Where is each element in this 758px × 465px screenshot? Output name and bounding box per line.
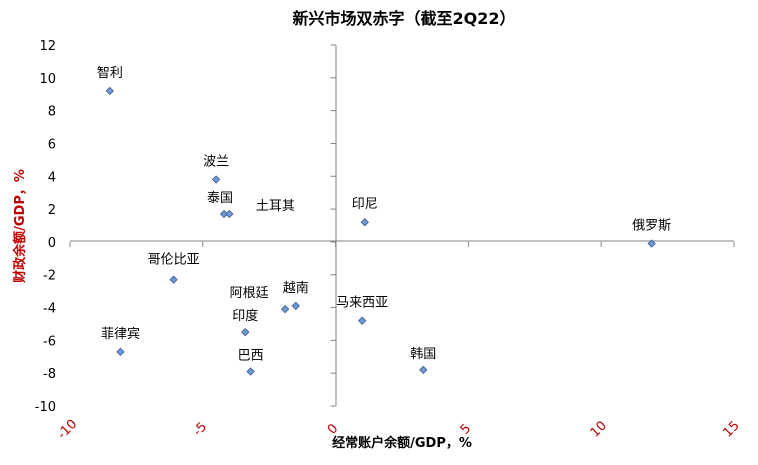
y-tick-label: 6 <box>48 137 56 152</box>
y-tick-label: 8 <box>48 105 56 120</box>
point-label: 智利 <box>97 66 123 81</box>
point-label: 韩国 <box>410 347 436 362</box>
x-tick-label: -10 <box>55 417 81 443</box>
y-tick-label: -4 <box>43 302 56 317</box>
data-point <box>360 218 369 227</box>
data-point <box>357 316 367 325</box>
point-label: 泰国 <box>207 191 233 206</box>
x-tick-label: 10 <box>588 418 610 440</box>
y-tick-label: 0 <box>48 236 56 251</box>
data-point <box>291 301 300 311</box>
point-label: 哥伦比亚 <box>148 253 200 268</box>
chart-title: 新兴市场双赤字（截至2Q22） <box>292 9 515 28</box>
y-tick-label: -6 <box>43 334 56 349</box>
point-label: 菲律宾 <box>101 326 140 342</box>
y-tick-label: 10 <box>39 72 56 87</box>
y-tick-label: 2 <box>48 203 56 218</box>
data-point <box>105 86 115 96</box>
point-label: 印度 <box>232 308 258 324</box>
point-label: 土耳其 <box>256 199 295 214</box>
y-tick-label: -10 <box>35 400 56 415</box>
x-tick-labels: -10 -5 0 5 10 15 <box>55 241 743 443</box>
data-point <box>116 347 125 357</box>
data-point <box>225 209 234 219</box>
data-point <box>169 275 178 284</box>
point-label: 巴西 <box>238 349 264 364</box>
x-axis-title: 经常账户余额/GDP，% <box>332 435 472 451</box>
point-label: 马来西亚 <box>336 296 388 311</box>
y-tick-labels: -10 -8 -6 -4 -2 0 2 4 6 8 10 12 <box>35 39 336 415</box>
x-tick-label: 15 <box>720 418 742 440</box>
data-point <box>280 305 290 314</box>
data-point <box>211 175 221 184</box>
point-label: 俄罗斯 <box>632 219 671 234</box>
y-axis-title: 财政余额/GDP，% <box>12 169 28 283</box>
data-point <box>419 365 428 375</box>
y-tick-label: 12 <box>39 39 56 54</box>
point-label: 波兰 <box>203 155 229 170</box>
data-point <box>246 367 255 376</box>
point-label: 印尼 <box>352 197 378 212</box>
point-label: 越南 <box>283 280 309 296</box>
data-point <box>241 327 250 337</box>
y-tick-label: 4 <box>48 170 56 185</box>
data-point <box>647 239 656 248</box>
y-tick-label: -2 <box>43 269 56 284</box>
y-tick-label: -8 <box>43 367 56 382</box>
x-tick-label: -5 <box>190 420 210 440</box>
point-label: 阿根廷 <box>230 286 269 301</box>
